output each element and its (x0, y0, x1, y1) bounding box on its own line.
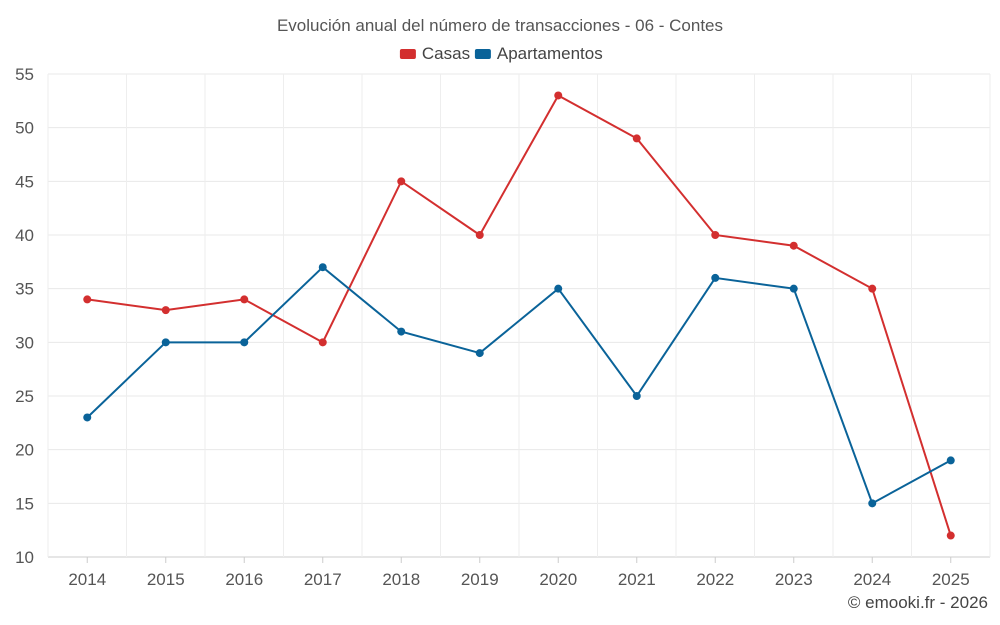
data-point-apartamentos (475, 349, 484, 358)
y-tick-label: 20 (15, 441, 34, 460)
x-tick-label: 2014 (68, 570, 106, 589)
y-tick-label: 45 (15, 172, 34, 191)
x-tick-label: 2021 (618, 570, 656, 589)
data-point-casas (475, 231, 484, 239)
data-point-casas (161, 306, 170, 315)
series-line-apartamentos (86, 265, 952, 505)
y-tick-label: 30 (15, 333, 34, 352)
data-point-apartamentos (946, 456, 955, 465)
data-point-apartamentos (161, 338, 170, 347)
x-tick-label: 2016 (225, 570, 263, 589)
y-tick-label: 25 (15, 387, 34, 406)
data-point-casas (789, 241, 798, 250)
data-point-casas (554, 91, 563, 100)
data-point-apartamentos (83, 413, 92, 422)
x-tick-label: 2025 (932, 570, 970, 589)
x-tick-label: 2022 (696, 570, 734, 589)
data-point-apartamentos (240, 338, 249, 347)
data-point-casas (397, 177, 406, 186)
data-point-casas (868, 284, 877, 293)
x-tick-label: 2020 (539, 570, 577, 589)
data-point-apartamentos (868, 499, 877, 508)
data-point-apartamentos (554, 284, 563, 293)
legend-swatch-casas (399, 49, 416, 59)
credit-text: © emooki.fr - 2026 (847, 593, 988, 612)
data-point-casas (240, 295, 249, 304)
x-tick-label: 2017 (304, 570, 342, 589)
y-tick-label: 40 (15, 226, 34, 245)
legend-label-casas: Casas (422, 44, 470, 63)
y-tick-label: 50 (15, 119, 34, 138)
data-point-apartamentos (397, 327, 406, 336)
x-tick-label: 2019 (461, 570, 499, 589)
data-point-casas (83, 295, 92, 304)
legend-swatch-apartamentos (474, 49, 491, 59)
data-point-casas (711, 231, 720, 239)
y-tick-label: 10 (15, 548, 34, 567)
legend-label-apartamentos: Apartamentos (497, 44, 603, 63)
data-point-casas (318, 338, 327, 347)
y-tick-label: 35 (15, 280, 34, 299)
x-tick-label: 2023 (775, 570, 813, 589)
series-line-casas (87, 94, 952, 536)
data-point-apartamentos (318, 263, 327, 272)
data-point-casas (632, 134, 641, 143)
x-tick-label: 2018 (382, 570, 420, 589)
data-point-apartamentos (711, 273, 720, 282)
x-tick-label: 2024 (853, 570, 891, 589)
data-point-apartamentos (632, 392, 641, 400)
y-tick-label: 55 (15, 65, 34, 84)
chart-title: Evolución anual del número de transaccio… (277, 16, 723, 35)
x-tick-label: 2015 (147, 570, 185, 589)
data-point-casas (946, 531, 955, 540)
data-point-apartamentos (789, 284, 798, 293)
y-tick-label: 15 (15, 494, 34, 513)
